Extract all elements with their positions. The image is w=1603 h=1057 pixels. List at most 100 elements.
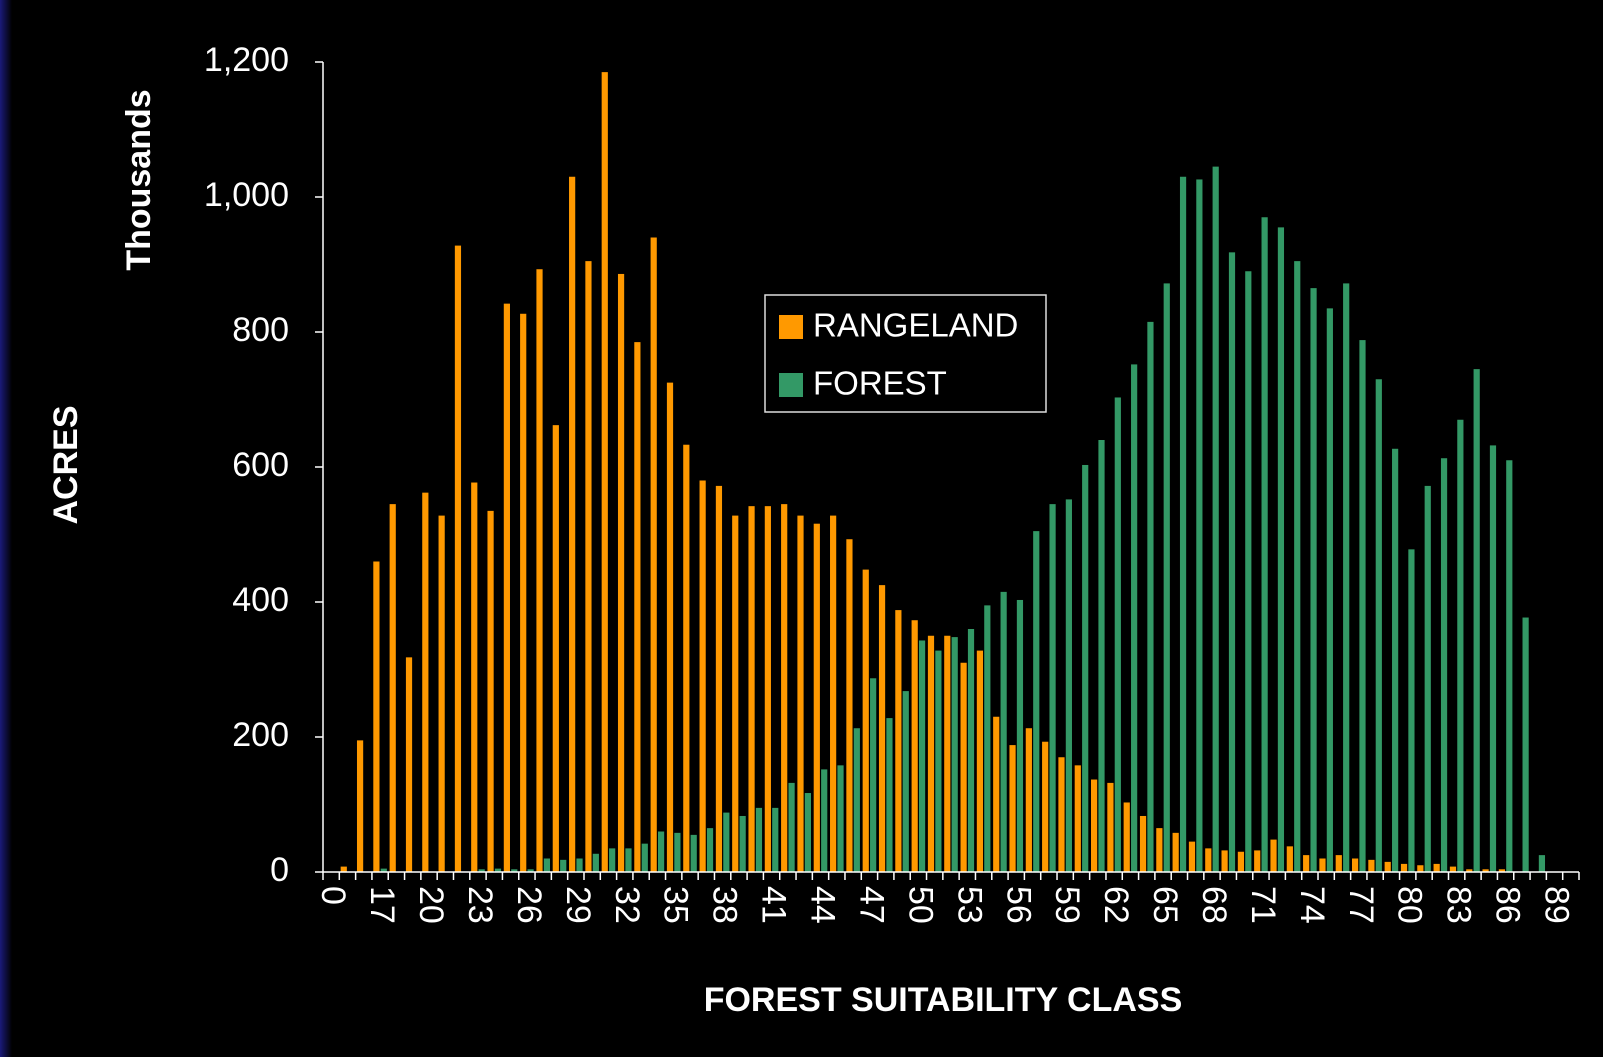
bar <box>1049 504 1056 872</box>
bar <box>781 504 788 872</box>
x-tick-label: 56 <box>999 886 1037 924</box>
bar <box>683 444 690 872</box>
bar <box>634 342 641 872</box>
bar <box>1172 832 1179 872</box>
x-tick-label: 53 <box>950 886 988 924</box>
bar <box>552 425 559 872</box>
bar <box>1147 321 1154 872</box>
bar <box>527 869 534 872</box>
bar <box>1179 176 1187 872</box>
bar <box>487 510 494 872</box>
bar <box>837 765 844 872</box>
bar <box>723 812 730 872</box>
bar <box>1245 271 1252 872</box>
bar <box>471 482 478 872</box>
bar <box>1082 464 1089 872</box>
bar <box>1270 839 1277 872</box>
y-tick-label: 800 <box>232 311 289 349</box>
y-tick-label: 400 <box>232 581 289 619</box>
bar <box>503 303 510 872</box>
bar <box>657 831 665 872</box>
legend-swatch <box>779 373 803 397</box>
legend-label: FOREST <box>813 365 947 402</box>
x-tick-label: 23 <box>461 886 499 924</box>
bar <box>560 859 567 872</box>
bar <box>1163 283 1170 872</box>
bar <box>1058 757 1065 872</box>
bar <box>951 637 958 872</box>
bar <box>748 506 755 872</box>
bar <box>944 635 951 872</box>
bar <box>699 480 706 872</box>
y-tick-label: 200 <box>232 716 289 754</box>
bar <box>870 678 877 872</box>
bar <box>1074 765 1081 872</box>
x-tick-label: 35 <box>657 886 695 924</box>
x-tick-label: 44 <box>804 886 842 924</box>
x-tick-label: 86 <box>1489 886 1527 924</box>
bar <box>967 629 975 872</box>
x-tick-label: 68 <box>1195 886 1233 924</box>
x-axis-title: FOREST SUITABILITY CLASS <box>704 981 1183 1019</box>
bar <box>1221 850 1228 872</box>
bar <box>609 848 616 872</box>
bar <box>1254 850 1261 872</box>
bar <box>674 832 681 872</box>
bar <box>739 815 746 872</box>
x-tick-label: 29 <box>559 886 597 924</box>
bar <box>666 382 674 872</box>
x-tick-label: 38 <box>706 886 744 924</box>
bar <box>478 869 485 872</box>
bar <box>576 858 583 872</box>
bar <box>1351 858 1359 872</box>
bar <box>976 650 984 872</box>
x-tick-label: 32 <box>608 886 646 924</box>
bar <box>797 515 804 872</box>
x-tick-label: 77 <box>1342 886 1380 924</box>
bar <box>1473 369 1480 872</box>
bar <box>788 782 795 872</box>
bar <box>585 261 592 872</box>
bar <box>536 269 543 873</box>
bar <box>1424 485 1431 872</box>
bar <box>1237 851 1245 872</box>
edge-strip <box>0 0 12 1057</box>
bar <box>356 740 364 872</box>
bar <box>895 610 902 872</box>
bar <box>1016 599 1024 872</box>
bar <box>1326 308 1333 872</box>
bar <box>1375 379 1382 872</box>
bar <box>1408 549 1415 872</box>
y-tick-label: 600 <box>232 446 289 484</box>
bar <box>569 176 576 872</box>
x-tick-label: 74 <box>1293 886 1331 924</box>
bar <box>1303 855 1310 872</box>
bar <box>520 313 527 872</box>
bar <box>1522 617 1529 872</box>
bar <box>543 858 551 872</box>
x-tick-label: 41 <box>755 886 793 924</box>
bar <box>650 237 657 872</box>
bar <box>1156 828 1163 872</box>
legend-label: RANGELAND <box>813 307 1018 344</box>
bar <box>813 523 820 872</box>
bar <box>1091 779 1098 872</box>
x-tick-label: 59 <box>1048 886 1086 924</box>
bar <box>1498 869 1505 872</box>
bar <box>1384 861 1391 872</box>
bar <box>1489 445 1497 872</box>
bar <box>1139 815 1147 872</box>
bar <box>1310 288 1317 872</box>
bar <box>960 662 967 872</box>
x-tick-label: 50 <box>901 886 939 924</box>
bar <box>830 515 837 872</box>
bar <box>1400 863 1408 872</box>
x-tick-label: 80 <box>1391 886 1429 924</box>
x-tick-label: 62 <box>1097 886 1135 924</box>
bar <box>422 492 429 872</box>
bar <box>1277 227 1285 872</box>
bar <box>886 718 893 872</box>
x-tick-label: 89 <box>1538 886 1576 924</box>
bar <box>1482 869 1489 872</box>
